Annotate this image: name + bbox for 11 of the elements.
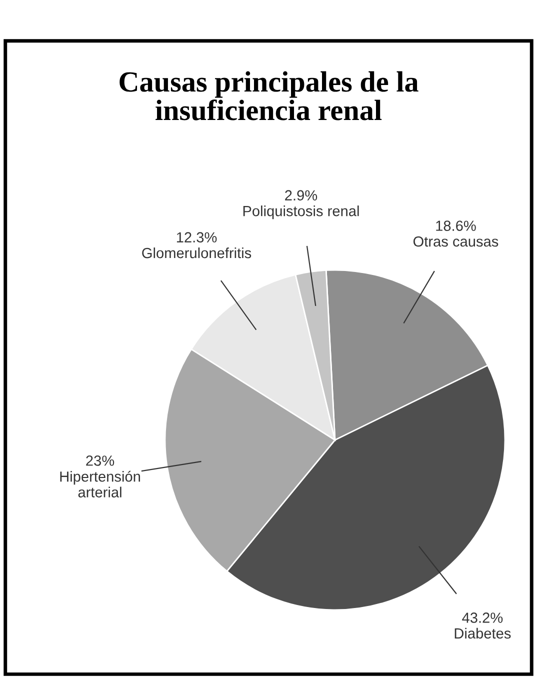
data-label: 2.9% xyxy=(285,190,318,201)
data-label: 23% xyxy=(86,456,114,466)
slice-label: Hipertensión arterial xyxy=(60,470,140,498)
slice-label: Poliquistosis renal xyxy=(243,206,359,220)
data-label: 12.3% xyxy=(176,232,217,242)
chart-title: Causas principales de la insuficiencia renal xyxy=(120,71,418,120)
data-label: 43.2% xyxy=(462,612,503,623)
slice-label: Glomerulonefritis xyxy=(142,247,252,258)
slice-label: Otras causas xyxy=(413,236,498,247)
slice-label: Diabetes xyxy=(454,628,511,639)
data-label: 18.6% xyxy=(436,220,476,231)
